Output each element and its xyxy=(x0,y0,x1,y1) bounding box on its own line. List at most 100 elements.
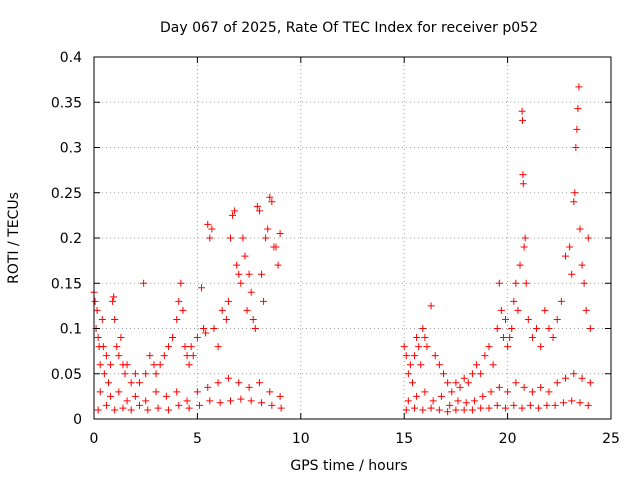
y-tick-label: 0.15 xyxy=(51,276,82,292)
data-point xyxy=(109,297,117,305)
data-point xyxy=(113,343,121,351)
data-point xyxy=(276,229,284,237)
data-point xyxy=(586,379,594,387)
data-point xyxy=(164,343,172,351)
data-point xyxy=(226,234,234,242)
data-point xyxy=(229,211,237,219)
data-point xyxy=(437,392,445,400)
data-point xyxy=(572,144,580,151)
data-point xyxy=(427,404,435,412)
data-point xyxy=(444,379,452,387)
data-point xyxy=(557,297,565,305)
data-point xyxy=(255,379,263,387)
data-point xyxy=(206,397,214,405)
data-point xyxy=(568,270,576,278)
data-point xyxy=(537,383,545,391)
data-point xyxy=(152,370,160,378)
data-point xyxy=(549,334,557,342)
data-point xyxy=(545,388,553,396)
data-point xyxy=(160,352,168,360)
data-point xyxy=(94,334,102,342)
data-point xyxy=(235,270,243,278)
data-point xyxy=(107,392,115,400)
data-point xyxy=(541,306,549,314)
data-point xyxy=(100,370,108,378)
data-point xyxy=(127,379,135,387)
data-point xyxy=(411,404,419,412)
data-point xyxy=(233,261,241,269)
y-tick-label: 0.05 xyxy=(51,367,82,383)
data-point xyxy=(448,388,456,396)
data-point xyxy=(444,408,452,416)
data-point xyxy=(247,288,255,296)
data-point xyxy=(268,198,276,206)
data-point xyxy=(189,352,197,360)
data-point xyxy=(102,352,110,360)
data-point xyxy=(237,279,245,287)
plot-frame xyxy=(93,56,612,420)
data-point xyxy=(272,243,280,251)
data-point xyxy=(162,392,170,400)
data-point xyxy=(262,234,270,242)
data-point xyxy=(169,334,177,342)
data-point xyxy=(419,406,427,414)
data-point xyxy=(419,325,427,332)
data-point xyxy=(247,397,255,405)
data-point xyxy=(135,379,143,387)
data-point xyxy=(131,392,139,400)
data-point xyxy=(222,315,230,323)
data-point xyxy=(506,334,514,342)
data-point xyxy=(512,279,520,287)
data-point xyxy=(142,397,150,405)
data-point xyxy=(173,388,181,396)
data-point xyxy=(235,379,243,387)
data-point xyxy=(570,370,578,378)
data-point xyxy=(154,404,162,412)
data-point xyxy=(452,406,460,414)
data-point xyxy=(258,270,266,278)
data-point xyxy=(516,261,524,269)
data-point xyxy=(144,406,152,414)
data-point xyxy=(528,388,536,396)
data-point xyxy=(224,374,232,382)
data-point xyxy=(268,401,276,409)
data-point xyxy=(253,202,261,210)
data-point xyxy=(454,397,462,405)
data-point xyxy=(421,334,429,342)
data-point xyxy=(187,343,195,351)
y-tick-label: 0.4 xyxy=(60,50,82,66)
data-point xyxy=(402,406,410,414)
data-point xyxy=(110,293,118,301)
data-point xyxy=(150,361,158,369)
data-point xyxy=(574,105,582,113)
data-point xyxy=(584,401,592,409)
data-point xyxy=(218,306,226,314)
y-axis-title: ROTI / TECUs xyxy=(6,192,22,284)
grid-layer xyxy=(94,57,611,419)
data-point xyxy=(452,379,460,387)
data-point xyxy=(208,225,216,233)
data-point xyxy=(404,370,412,378)
data-point xyxy=(413,334,421,342)
data-point xyxy=(131,370,139,378)
data-point xyxy=(510,401,518,409)
data-point xyxy=(533,325,541,332)
x-tick-label: 25 xyxy=(602,431,620,447)
data-point xyxy=(573,125,581,133)
data-point xyxy=(580,279,588,287)
y-tick-label: 0.25 xyxy=(51,186,82,202)
data-point xyxy=(102,401,110,409)
data-point xyxy=(224,297,232,305)
data-point xyxy=(206,234,214,242)
data-point xyxy=(578,261,586,269)
data-point xyxy=(179,306,187,314)
data-point xyxy=(183,397,191,405)
data-point xyxy=(518,116,526,124)
x-tick-label: 10 xyxy=(292,431,310,447)
data-point xyxy=(249,315,257,323)
data-point xyxy=(260,297,268,305)
x-tick-label: 5 xyxy=(193,431,202,447)
data-point xyxy=(140,279,148,287)
data-point xyxy=(553,379,561,387)
data-point xyxy=(156,361,164,369)
